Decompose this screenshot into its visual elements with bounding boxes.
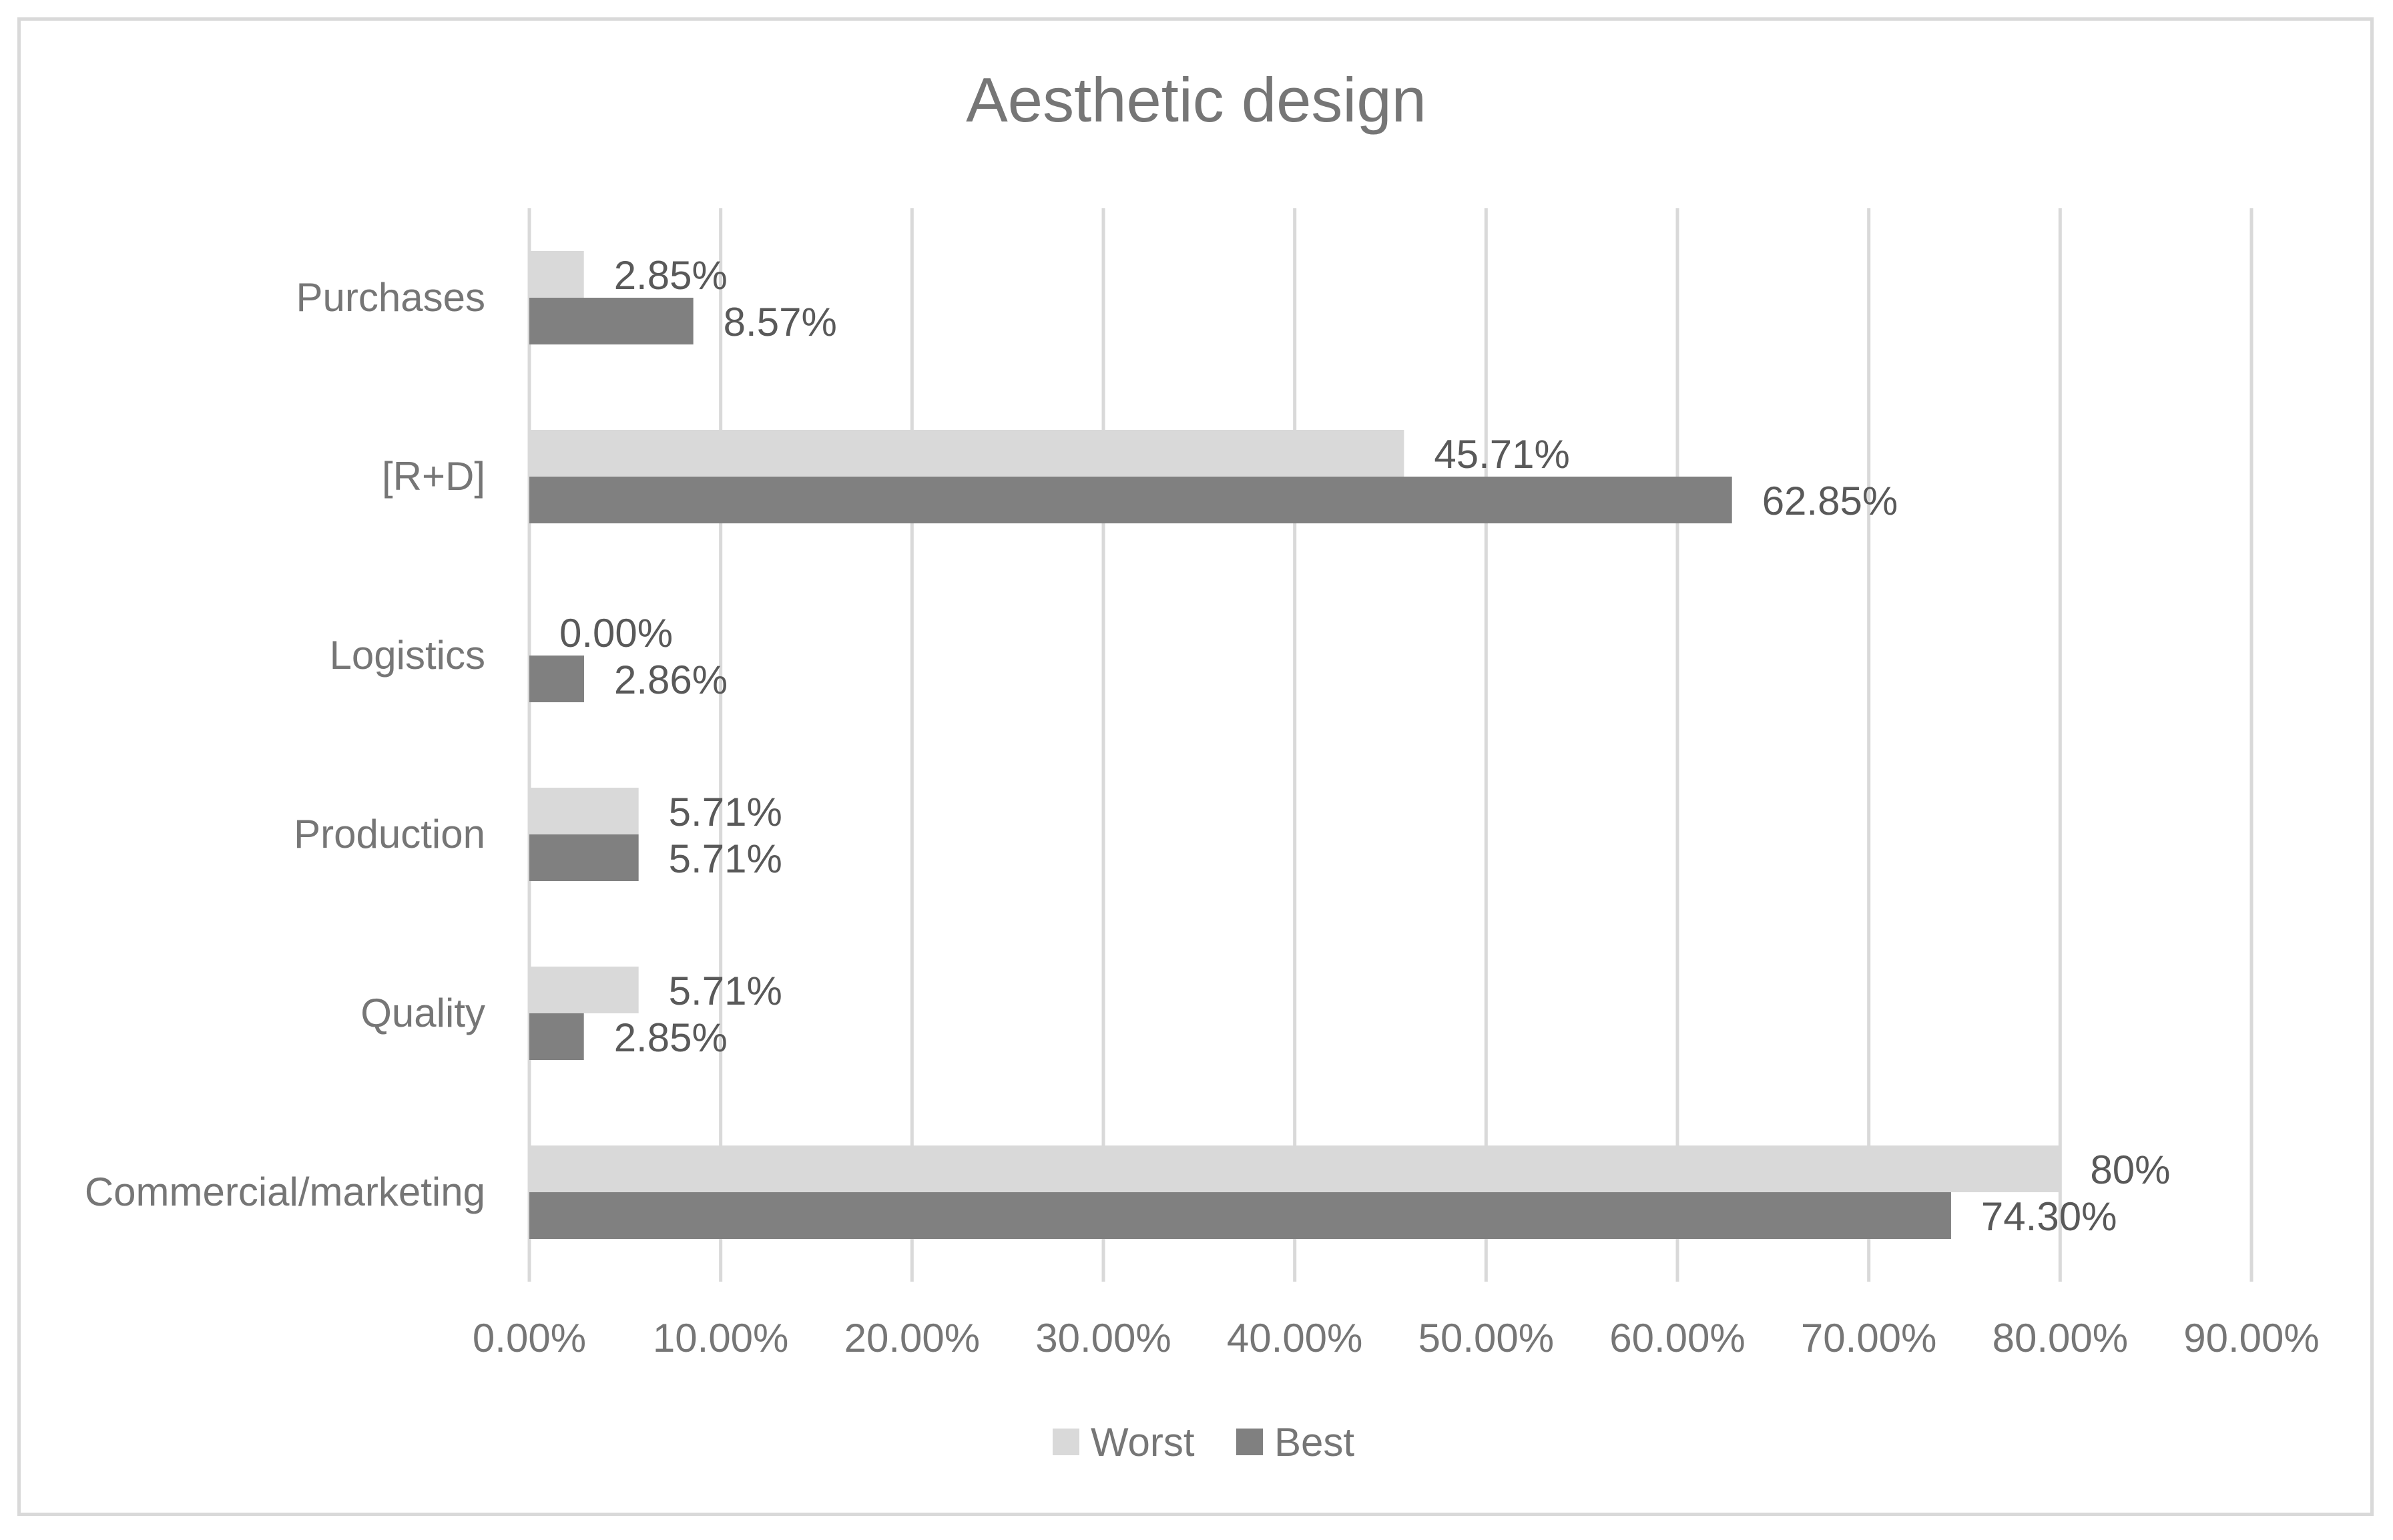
data-label-best: 62.85%: [1762, 479, 1898, 523]
data-label-worst: 5.71%: [669, 790, 782, 834]
data-label-best: 2.85%: [614, 1015, 728, 1060]
data-label-worst: 80%: [2090, 1147, 2170, 1192]
data-label-worst: 5.71%: [669, 969, 782, 1013]
x-tick-label: 10.00%: [653, 1316, 789, 1360]
chart-title: Aesthetic design: [966, 65, 1426, 135]
bar-best: [529, 477, 1732, 523]
bar-worst: [529, 430, 1404, 477]
data-label-best: 2.86%: [614, 658, 728, 702]
x-tick-label: 80.00%: [1992, 1316, 2129, 1360]
bar-worst: [529, 251, 584, 298]
x-tick-label: 20.00%: [844, 1316, 981, 1360]
data-label-worst: 45.71%: [1434, 432, 1570, 477]
data-label-best: 8.57%: [724, 300, 837, 344]
bar-worst: [529, 1145, 2061, 1192]
x-tick-labels: 0.00% 10.00% 20.00% 30.00% 40.00% 50.00% 60.00…: [473, 1316, 2320, 1360]
x-tick-label: 40.00%: [1227, 1316, 1363, 1360]
category-label: Quality: [360, 991, 485, 1035]
x-tick-label: 90.00%: [2183, 1316, 2320, 1360]
data-label-worst: 2.85%: [614, 253, 728, 298]
chart-frame: [17, 17, 2374, 1516]
bar-best: [529, 834, 639, 881]
data-label-best: 5.71%: [669, 836, 782, 881]
x-tick-label: 0.00%: [473, 1316, 586, 1360]
x-tick-label: 60.00%: [1609, 1316, 1746, 1360]
bar-best: [529, 1013, 584, 1060]
legend-swatch-worst: [1053, 1429, 1079, 1455]
legend-label-best: Best: [1274, 1420, 1354, 1465]
bars: [529, 251, 2061, 1239]
legend-label-worst: Worst: [1091, 1420, 1195, 1465]
category-labels: Purchases [R+D] Logistics Production Quality…: [85, 275, 485, 1214]
bar-best: [529, 298, 694, 344]
bar-best: [529, 1192, 1951, 1239]
gridlines: [527, 208, 2253, 1282]
x-tick-label: 50.00%: [1418, 1316, 1555, 1360]
x-tick-label: 70.00%: [1801, 1316, 1937, 1360]
category-label: Logistics: [330, 633, 485, 678]
category-label: Production: [294, 812, 485, 856]
legend-swatch-best: [1236, 1429, 1263, 1455]
bar-worst: [529, 788, 639, 834]
category-label: [R+D]: [382, 454, 485, 499]
data-labels: 2.85%8.57%45.71%62.85%0.00%2.86%5.71%5.7…: [559, 253, 2170, 1239]
bar-best: [529, 656, 584, 702]
category-label: Commercial/marketing: [85, 1170, 485, 1214]
x-tick-label: 30.00%: [1035, 1316, 1171, 1360]
legend: Worst Best: [1053, 1420, 1354, 1465]
data-label-worst: 0.00%: [559, 611, 673, 656]
bar-worst: [529, 967, 639, 1013]
data-label-best: 74.30%: [1981, 1194, 2117, 1239]
category-label: Purchases: [296, 275, 485, 320]
